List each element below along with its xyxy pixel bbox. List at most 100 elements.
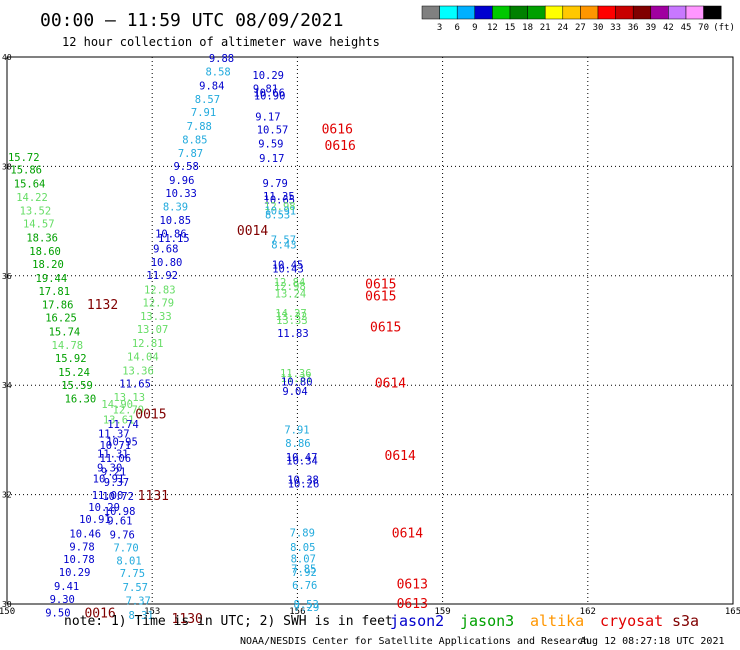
wave-height-label: 10.46 xyxy=(69,528,101,540)
wave-height-label: 14.04 xyxy=(127,352,159,364)
wave-height-label: 9.17 xyxy=(259,153,284,165)
wave-height-label: 13.32 xyxy=(276,311,308,323)
wave-height-label: 10.78 xyxy=(63,554,95,566)
wave-height-label: 18.60 xyxy=(29,246,61,258)
colorbar-tick-label: 24 xyxy=(557,23,568,33)
y-tick-label: 40 xyxy=(2,53,12,62)
footer-note: note: 1) Time is in UTC; 2) SWH is in fe… xyxy=(64,614,393,629)
wave-height-label: 8.53 xyxy=(294,599,319,611)
wave-height-label: 15.59 xyxy=(61,380,93,392)
wave-height-label: 10.72 xyxy=(102,491,134,503)
wave-height-label: 8.86 xyxy=(285,438,310,450)
wave-height-label: 10.33 xyxy=(165,188,197,200)
colorbar-tick-label: 33 xyxy=(610,23,621,33)
colorbar-swatch xyxy=(421,5,440,20)
wave-height-label: 15.92 xyxy=(55,353,87,365)
page-subtitle: 12 hour collection of altimeter wave hei… xyxy=(62,35,380,49)
wave-height-label: 15.64 xyxy=(14,179,46,191)
page-title: 00:00 – 11:59 UTC 08/09/2021 xyxy=(40,10,343,31)
colorbar-tick-label: 21 xyxy=(540,23,551,33)
colorbar-tick-label: 15 xyxy=(505,23,516,33)
wave-height-label: 9.30 xyxy=(50,594,75,606)
wave-height-label: 8.85 xyxy=(182,134,207,146)
time-label: 0614 xyxy=(392,526,423,541)
colorbar-tick-label: 6 xyxy=(454,23,459,33)
legend-item-cryosat: cryosat xyxy=(600,612,663,630)
wave-height-label: 9.81 xyxy=(253,84,278,96)
wave-height-label: 8.01 xyxy=(116,556,141,568)
wave-height-label: 10.47 xyxy=(286,452,318,464)
wave-height-label: 12.79 xyxy=(143,297,175,309)
wave-height-label: 12.83 xyxy=(144,284,176,296)
wave-height-label: 9.79 xyxy=(263,178,288,190)
wave-height-label: 15.74 xyxy=(49,326,81,338)
colorbar-tick-label: 27 xyxy=(575,23,586,33)
wave-height-label: 13.52 xyxy=(20,206,52,218)
wave-height-label: 18.20 xyxy=(32,259,64,271)
wave-height-label: 10.90 xyxy=(254,91,286,103)
x-tick-label: 156 xyxy=(289,607,305,617)
wave-height-label: 13.61 xyxy=(103,414,135,426)
colorbar-tick-label: 36 xyxy=(628,23,639,33)
wave-height-label: 11.00 xyxy=(92,490,124,502)
legend-item-s3a: s3a xyxy=(672,612,699,630)
wave-height-label: 11.36 xyxy=(280,368,312,380)
wave-height-label: 9.41 xyxy=(54,581,79,593)
time-label: 1131 xyxy=(138,489,169,504)
footer-credit: NOAA/NESDIS Center for Satellite Applica… xyxy=(240,636,589,647)
y-tick-label: 38 xyxy=(2,162,12,171)
wave-height-label: 7.37 xyxy=(126,596,151,608)
time-label: 0615 xyxy=(365,277,396,292)
time-label: 0614 xyxy=(385,449,416,464)
wave-height-label: 10.65 xyxy=(264,195,296,207)
wave-height-label: 10.80 xyxy=(151,257,183,269)
wave-height-label: 12.79 xyxy=(113,405,145,417)
x-tick-label: 153 xyxy=(144,607,160,617)
colorbar-swatch xyxy=(439,5,458,20)
wave-height-label: 8.58 xyxy=(205,67,230,79)
colorbar-tick-label: 3 xyxy=(437,23,442,33)
wave-height-label: 11.74 xyxy=(107,419,139,431)
time-label: 0014 xyxy=(237,224,268,239)
wave-height-label: 13.07 xyxy=(137,324,169,336)
time-label: 0616 xyxy=(325,139,356,154)
wave-height-label: 10.38 xyxy=(287,475,319,487)
y-tick-label: 34 xyxy=(2,381,12,390)
legend-item-altika: altika xyxy=(530,612,584,630)
wave-height-label: 16.25 xyxy=(45,313,77,325)
time-label: 1130 xyxy=(172,612,203,627)
colorbar-unit: (ft) xyxy=(713,23,735,33)
wave-height-label: 9.50 xyxy=(45,608,70,620)
wave-height-label: 7.91 xyxy=(191,107,216,119)
wave-height-label: 10.29 xyxy=(59,567,91,579)
colorbar-tick-label: 30 xyxy=(593,23,604,33)
y-tick-label: 30 xyxy=(2,600,12,609)
colorbar-tick-label: 70 xyxy=(698,23,709,33)
wave-height-label: 7.87 xyxy=(178,148,203,160)
colorbar-swatch xyxy=(562,5,581,20)
wave-height-label: 9.37 xyxy=(104,477,129,489)
legend-item-jason3: jason3 xyxy=(460,612,514,630)
colorbar-swatch xyxy=(650,5,669,20)
colorbar-swatch xyxy=(456,5,476,20)
wave-height-label: 10.57 xyxy=(257,125,289,137)
colorbar-tick-label: 12 xyxy=(487,23,498,33)
time-label: 0016 xyxy=(84,607,115,622)
colorbar-swatch xyxy=(509,5,528,20)
wave-height-label: 11.15 xyxy=(158,233,190,245)
wave-height-label: 15.86 xyxy=(10,165,42,177)
time-label: 0614 xyxy=(375,376,406,391)
wave-height-label: 10.98 xyxy=(104,506,136,518)
wave-height-label: 9.04 xyxy=(282,386,307,398)
wave-height-label: 10.80 xyxy=(281,377,313,389)
legend-item-jason2: jason2 xyxy=(390,612,444,630)
wave-height-label: 8.57 xyxy=(195,94,220,106)
wave-height-label: 9.88 xyxy=(209,53,234,65)
wave-height-label: 14.27 xyxy=(275,308,307,320)
wave-height-label: 7.85 xyxy=(291,563,316,575)
x-tick-label: 165 xyxy=(725,607,740,617)
wave-height-label: 9.58 xyxy=(173,161,198,173)
colorbar-swatch xyxy=(615,5,634,20)
wave-height-label: 10.86 xyxy=(155,229,187,241)
